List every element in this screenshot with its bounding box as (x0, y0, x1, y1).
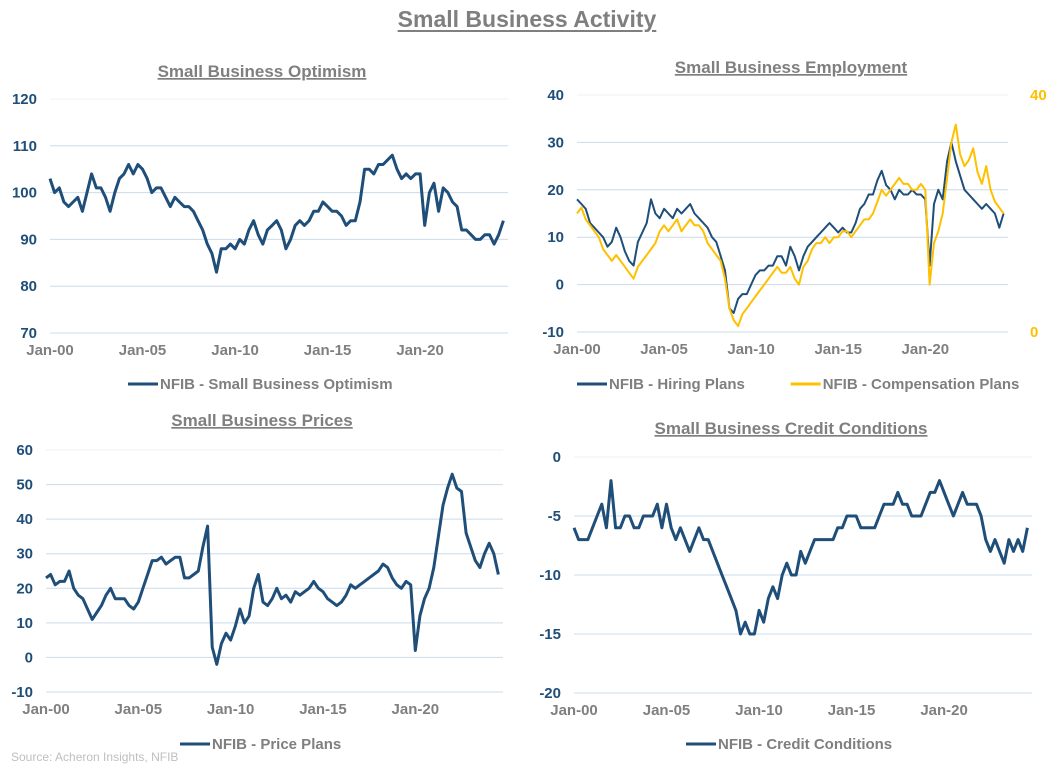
page-title: Small Business Activity (397, 6, 657, 32)
series-line-nfib-small-business-optimism (48, 153, 505, 274)
x-tick-label: Jan-20 (920, 702, 968, 719)
y-tick-label: 0 (553, 449, 561, 466)
legend-label: NFIB - Hiring Plans (609, 376, 745, 393)
y-tick-label: 50 (16, 477, 33, 494)
chart-title: Small Business Credit Conditions (655, 419, 928, 438)
y-tick-label: -5 (548, 508, 561, 525)
chart-credit: Small Business Credit Conditions -20 -15 -1… (539, 419, 1032, 753)
chart-title: Small Business Employment (675, 58, 908, 77)
legend-label: NFIB - Small Business Optimism (160, 376, 393, 393)
x-tick-label: Jan-10 (727, 341, 775, 358)
x-tick-label: Jan-00 (26, 342, 74, 359)
y-tick-label: 20 (16, 580, 33, 597)
series-line-nfib-price-plans (45, 472, 500, 666)
x-tick-label: Jan-00 (550, 702, 598, 719)
x-tick-label: Jan-20 (396, 342, 444, 359)
x-tick-label: Jan-00 (553, 341, 601, 358)
y-tick-label: 0 (556, 277, 564, 294)
chart-optimism: Small Business Optimism 70 80 90 100 110 120 Ja… (12, 62, 508, 393)
x-tick-label: Jan-05 (115, 701, 163, 718)
x-tick-label: Jan-10 (207, 701, 255, 718)
y-tick-label: 40 (16, 511, 33, 528)
y2-tick-label: 40 (1030, 87, 1047, 104)
chart-title: Small Business Prices (171, 411, 352, 430)
series-line-nfib-hiring-plans (576, 141, 1005, 314)
y-tick-label: 110 (13, 138, 37, 155)
x-tick-label: Jan-05 (119, 342, 167, 359)
y-tick-label: 10 (16, 615, 33, 632)
y-tick-label: -10 (542, 324, 564, 341)
legend-label: NFIB - Price Plans (212, 736, 341, 753)
y-tick-label: 70 (20, 325, 37, 342)
y-tick-label: 90 (20, 231, 37, 248)
series-line-nfib-compensation-plans (576, 123, 1005, 328)
y-tick-label: -20 (539, 685, 561, 702)
x-tick-label: Jan-20 (392, 701, 440, 718)
legend-label: NFIB - Credit Conditions (718, 736, 892, 753)
series-line-nfib-credit-conditions (572, 479, 1029, 636)
source-note: Source: Acheron Insights, NFIB (11, 750, 179, 764)
y2-tick-label: 0 (1030, 324, 1038, 341)
x-tick-label: Jan-15 (304, 342, 352, 359)
y-tick-label: -10 (11, 684, 33, 701)
y-tick-label: 120 (12, 91, 37, 108)
x-tick-label: Jan-15 (814, 341, 862, 358)
y-tick-label: 80 (20, 278, 37, 295)
x-tick-label: Jan-10 (735, 702, 783, 719)
y-tick-label: 100 (12, 185, 37, 202)
x-tick-label: Jan-20 (902, 341, 950, 358)
x-tick-label: Jan-00 (22, 701, 70, 718)
legend-label: NFIB - Compensation Plans (823, 376, 1020, 393)
x-tick-label: Jan-05 (643, 702, 691, 719)
y-tick-label: 30 (547, 134, 564, 151)
y-tick-label: -15 (539, 626, 561, 643)
chart-prices: Small Business Prices -10 0 10 20 30 40 50 60 Jan… (11, 411, 503, 753)
chart-employment: Small Business Employment -10 0 10 20 30 40 0 40… (542, 58, 1046, 393)
y-tick-label: -10 (539, 567, 561, 584)
y-tick-label: 20 (547, 182, 564, 199)
chart-title: Small Business Optimism (158, 62, 367, 81)
x-tick-label: Jan-10 (211, 342, 259, 359)
x-tick-label: Jan-15 (828, 702, 876, 719)
y-tick-label: 0 (25, 649, 33, 666)
x-tick-label: Jan-05 (640, 341, 688, 358)
y-tick-label: 60 (16, 442, 33, 459)
y-tick-label: 40 (547, 87, 564, 104)
y-tick-label: 10 (547, 229, 564, 246)
x-tick-label: Jan-15 (299, 701, 347, 718)
y-tick-label: 30 (16, 546, 33, 563)
